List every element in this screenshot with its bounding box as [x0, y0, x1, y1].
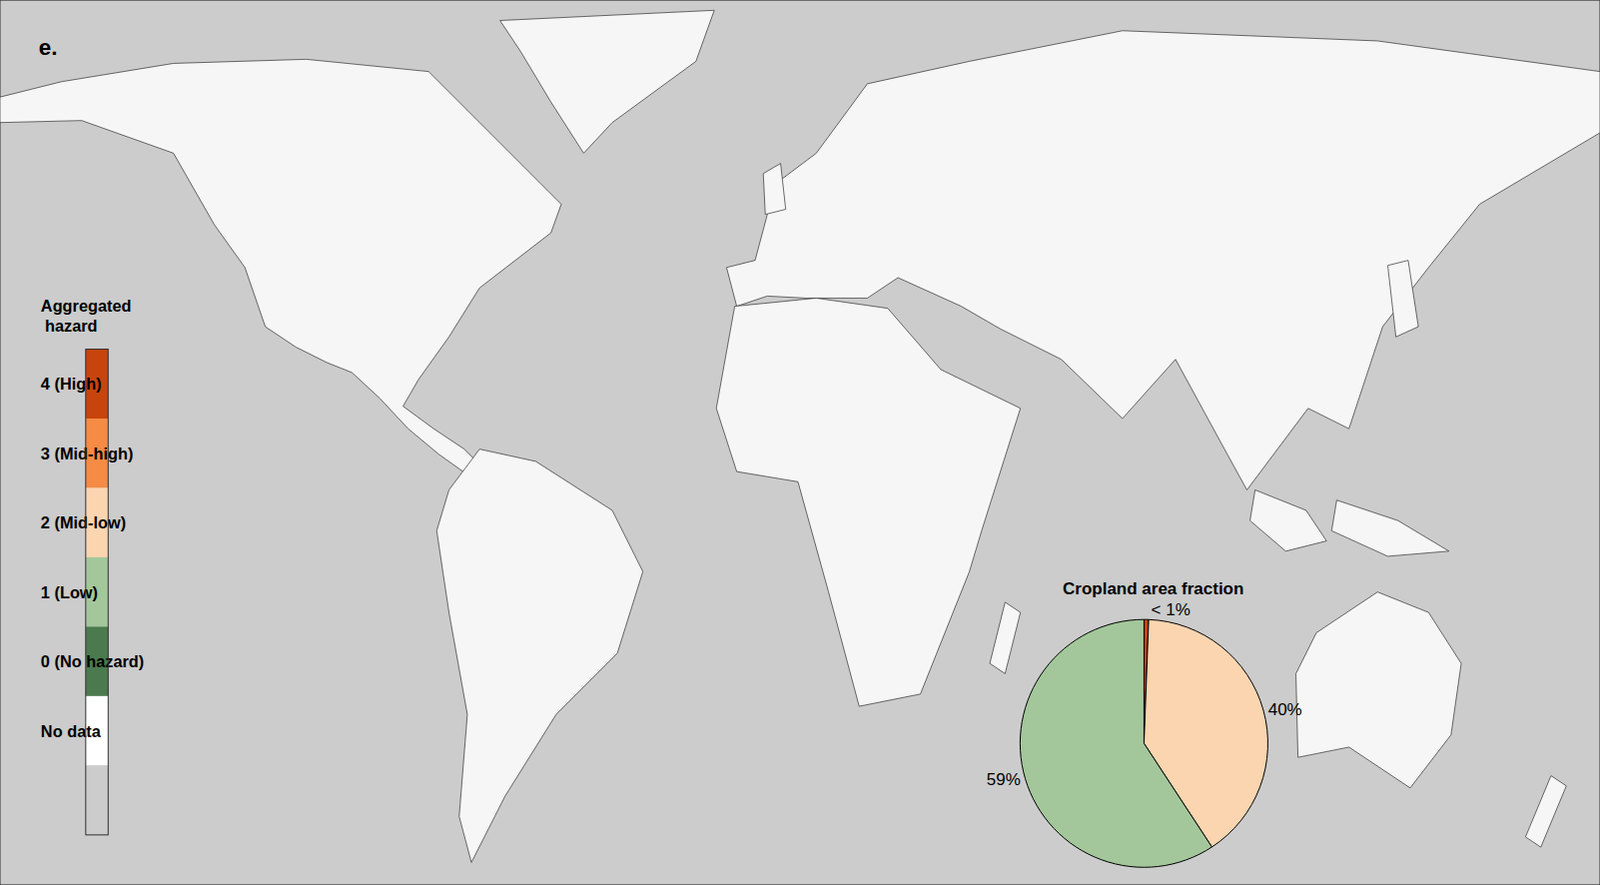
svg-text:3 (Mid-high): 3 (Mid-high)	[40, 444, 133, 463]
svg-text:4 (High): 4 (High)	[40, 374, 102, 393]
svg-text:< 1%: < 1%	[1151, 600, 1191, 620]
svg-text:0 (No hazard): 0 (No hazard)	[40, 652, 144, 671]
svg-text:No data: No data	[40, 722, 102, 741]
svg-text:Aggregatedhazard: Aggregatedhazard	[40, 296, 132, 335]
svg-text:e.: e.	[38, 34, 58, 60]
svg-text:Cropland area fraction: Cropland area fraction	[1062, 579, 1244, 599]
svg-text:2 (Mid-low): 2 (Mid-low)	[40, 513, 126, 532]
svg-text:59%: 59%	[986, 770, 1021, 790]
svg-text:1 (Low): 1 (Low)	[40, 583, 98, 602]
svg-text:40%: 40%	[1268, 700, 1303, 720]
